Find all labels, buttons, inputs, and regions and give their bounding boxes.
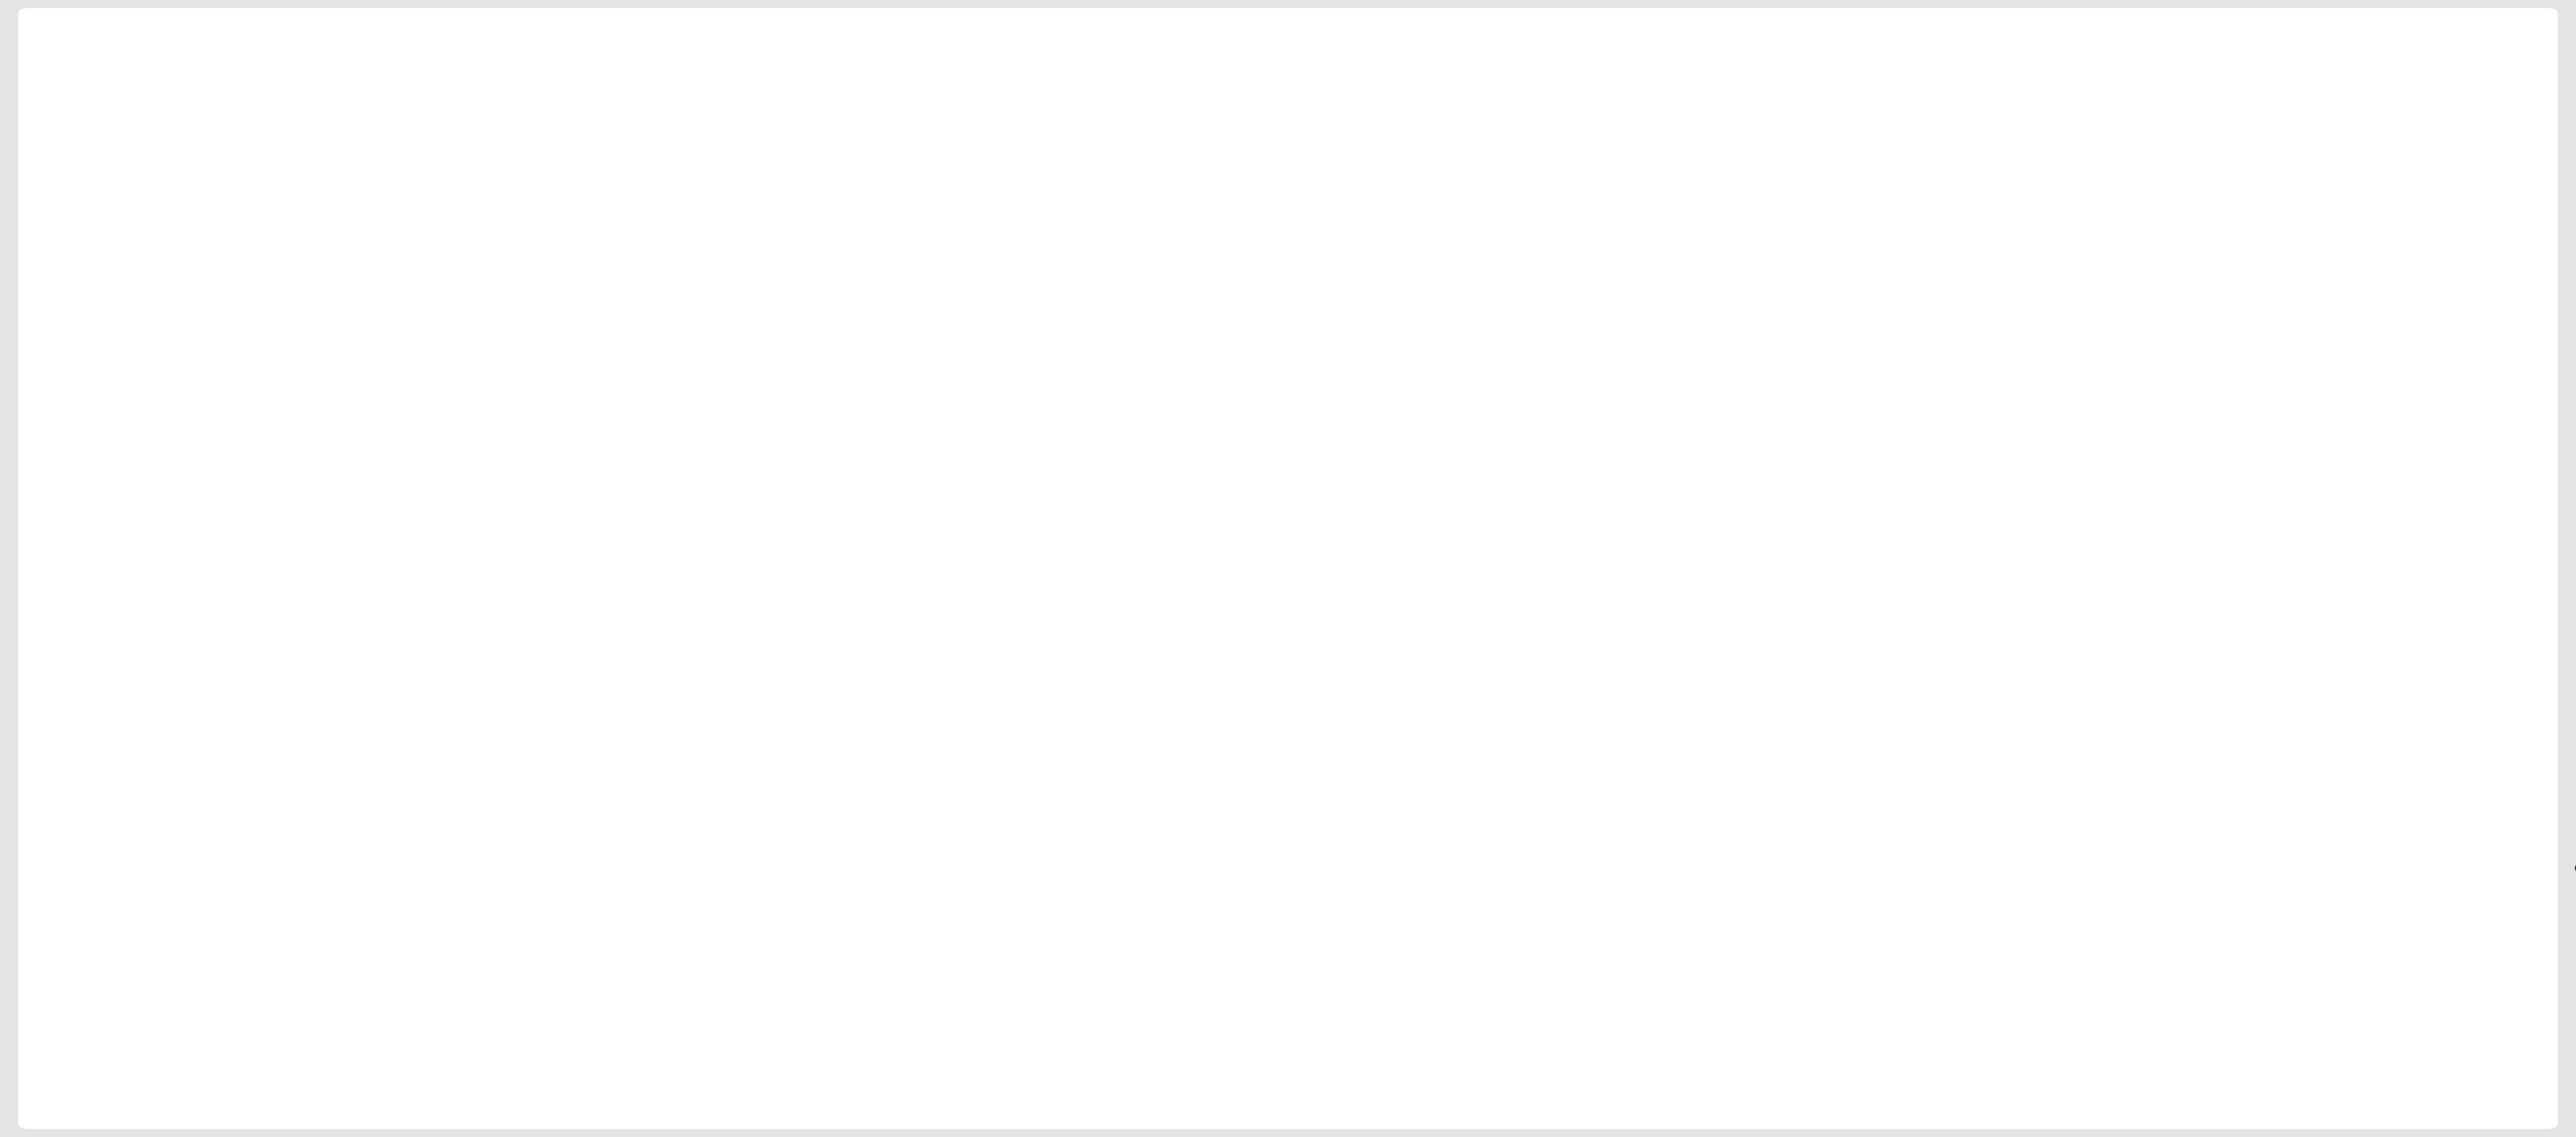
Text: VAB: VAB	[258, 981, 309, 1004]
Bar	[1036, 165, 1383, 322]
Text: 5: Expose Trough: 5: Expose Trough	[1749, 858, 1917, 878]
Bar	[533, 480, 796, 638]
Text: 3: Fire/Capture Sample: 3: Fire/Capture Sample	[757, 858, 981, 878]
Bar	[909, 480, 1079, 638]
Bar	[2092, 165, 2174, 322]
Bar	[641, 165, 724, 322]
Text: 4: Remove Device: 4: Remove Device	[1435, 1054, 1613, 1073]
Text: 5: Remove Sample: 5: Remove Sample	[1862, 1054, 2045, 1073]
Bar	[2213, 165, 2280, 322]
Bar	[1504, 480, 1716, 638]
Bar	[974, 165, 1036, 322]
Bar	[2280, 165, 2458, 322]
Text: 6: Remove Sample: 6: Remove Sample	[2177, 858, 2362, 878]
Text: 3: Retarget: 3: Retarget	[1118, 1054, 1229, 1073]
Text: 1: Arm: 1: Arm	[286, 858, 350, 878]
X-axis label: Time: Time	[1352, 736, 1417, 760]
Bar	[258, 480, 533, 638]
Bar	[1383, 165, 1463, 322]
Bar	[1463, 165, 1504, 322]
Bar	[307, 165, 641, 322]
Bar	[1079, 480, 1190, 638]
Text: 2: Insert: 2: Insert	[487, 858, 569, 878]
Bar	[1504, 165, 1569, 322]
Title: Example Sampling Steps and Relative Average Cycle Time for 3 Samples$^{2}$: Example Sampling Steps and Relative Aver…	[747, 23, 2022, 59]
Bar	[1455, 480, 1504, 638]
Bar	[827, 165, 974, 322]
Bar	[762, 165, 827, 322]
Bar	[258, 165, 307, 322]
Bar	[796, 480, 909, 638]
Text: 2: Fire/Capture Sample: 2: Fire/Capture Sample	[556, 1054, 778, 1073]
Bar	[724, 165, 762, 322]
Text: 1: Insert: 1: Insert	[286, 1054, 366, 1073]
Text: Core Needle: Core Needle	[258, 761, 415, 783]
Bar	[1698, 165, 1747, 322]
Bar	[1747, 165, 2092, 322]
Bar	[1190, 480, 1455, 638]
Bar	[2174, 165, 2213, 322]
Text: 4: Remove Device: 4: Remove Device	[1321, 858, 1499, 878]
Bar	[1569, 165, 1698, 322]
